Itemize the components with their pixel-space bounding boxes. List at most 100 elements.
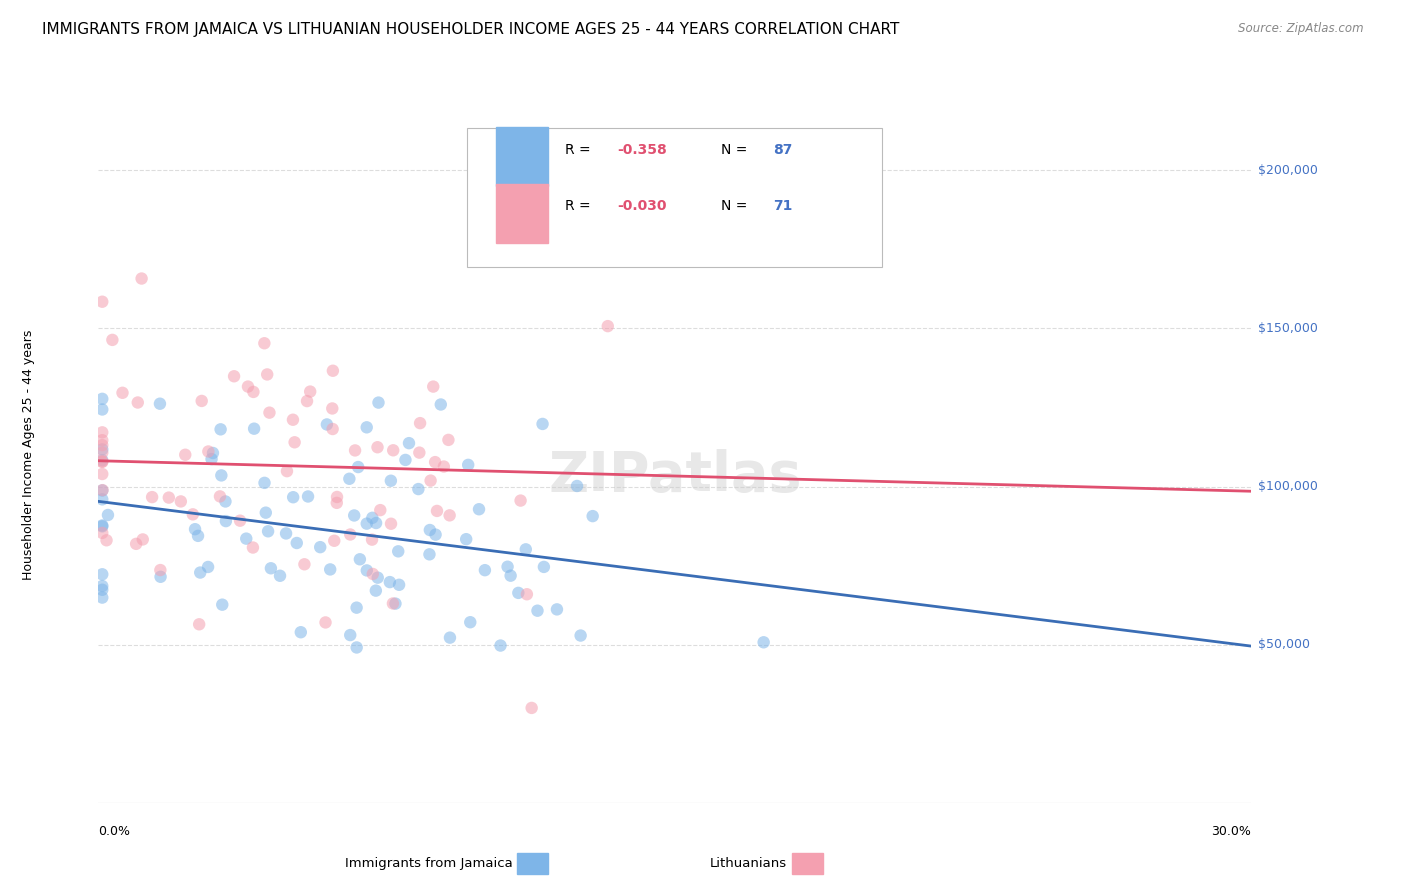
Point <box>346 600 368 615</box>
Point <box>254 506 277 520</box>
Point <box>422 379 444 393</box>
Point <box>319 562 342 576</box>
Point <box>347 460 370 475</box>
Point <box>457 458 479 472</box>
Point <box>409 416 432 430</box>
Text: $150,000: $150,000 <box>1258 322 1319 334</box>
Point <box>456 532 478 546</box>
Point <box>418 547 440 561</box>
Point <box>489 639 512 653</box>
Point <box>91 582 114 597</box>
Point <box>91 425 114 440</box>
Point <box>200 452 222 467</box>
Point <box>260 561 283 575</box>
Point <box>201 446 224 460</box>
Point <box>408 445 430 459</box>
Point <box>91 392 114 406</box>
Text: Source: ZipAtlas.com: Source: ZipAtlas.com <box>1239 22 1364 36</box>
Text: 71: 71 <box>773 199 792 213</box>
Point <box>361 566 384 581</box>
Point <box>253 475 276 490</box>
Text: N =: N = <box>721 143 752 157</box>
Point <box>91 591 114 605</box>
Point <box>356 516 378 531</box>
Point <box>309 540 332 554</box>
Point <box>343 508 366 523</box>
Point <box>149 570 172 584</box>
Point <box>141 490 163 504</box>
Point <box>752 635 775 649</box>
Point <box>91 402 114 417</box>
Point <box>190 393 212 408</box>
Point <box>531 417 554 431</box>
FancyBboxPatch shape <box>467 128 883 267</box>
Point <box>508 586 530 600</box>
Point <box>419 523 441 537</box>
Text: -0.358: -0.358 <box>617 143 666 157</box>
Point <box>367 571 389 585</box>
Point <box>326 490 349 504</box>
Point <box>356 420 378 434</box>
Point <box>236 379 259 393</box>
Bar <box>496 128 548 186</box>
Point <box>339 628 361 642</box>
Point <box>91 433 114 447</box>
Point <box>367 395 389 409</box>
Point <box>337 472 360 486</box>
Point <box>257 524 280 539</box>
Point <box>380 516 402 531</box>
Point <box>433 459 456 474</box>
Point <box>294 558 316 572</box>
Point <box>322 422 344 436</box>
Point <box>346 640 368 655</box>
Point <box>366 440 388 454</box>
Point <box>339 527 361 541</box>
Point <box>208 489 231 503</box>
Point <box>188 617 211 632</box>
Point <box>127 395 149 409</box>
Point <box>437 433 460 447</box>
Point <box>131 271 153 285</box>
Point <box>259 406 281 420</box>
Text: 30.0%: 30.0% <box>1212 825 1251 838</box>
Point <box>209 468 232 483</box>
Point <box>274 526 297 541</box>
Point <box>149 397 172 411</box>
Point <box>243 422 266 436</box>
Bar <box>496 184 548 243</box>
Point <box>188 566 211 580</box>
Point <box>96 533 118 548</box>
Point <box>321 401 343 416</box>
Point <box>361 511 384 525</box>
Point <box>295 394 318 409</box>
Point <box>157 491 180 505</box>
Text: Householder Income Ages 25 - 44 years: Householder Income Ages 25 - 44 years <box>21 330 35 580</box>
Point <box>474 563 496 577</box>
Point <box>290 625 312 640</box>
Point <box>394 453 416 467</box>
Point <box>197 444 219 458</box>
Point <box>132 533 155 547</box>
Text: R =: R = <box>565 199 595 213</box>
Point <box>91 294 114 309</box>
Point <box>97 508 120 522</box>
Point <box>299 384 322 399</box>
Text: ZIPatlas: ZIPatlas <box>548 449 801 503</box>
Text: R =: R = <box>565 143 595 157</box>
Point <box>235 532 257 546</box>
Point <box>284 435 307 450</box>
Point <box>509 493 531 508</box>
Point <box>381 597 404 611</box>
Point <box>582 509 605 524</box>
Point <box>344 443 367 458</box>
Text: -0.030: -0.030 <box>617 199 666 213</box>
Point <box>297 490 319 504</box>
Point <box>184 522 207 536</box>
Point <box>91 455 114 469</box>
Point <box>378 575 401 590</box>
Point <box>125 537 148 551</box>
Text: IMMIGRANTS FROM JAMAICA VS LITHUANIAN HOUSEHOLDER INCOME AGES 25 - 44 YEARS CORR: IMMIGRANTS FROM JAMAICA VS LITHUANIAN HO… <box>42 22 900 37</box>
Point <box>222 369 245 384</box>
Point <box>256 368 278 382</box>
Point <box>387 544 409 558</box>
